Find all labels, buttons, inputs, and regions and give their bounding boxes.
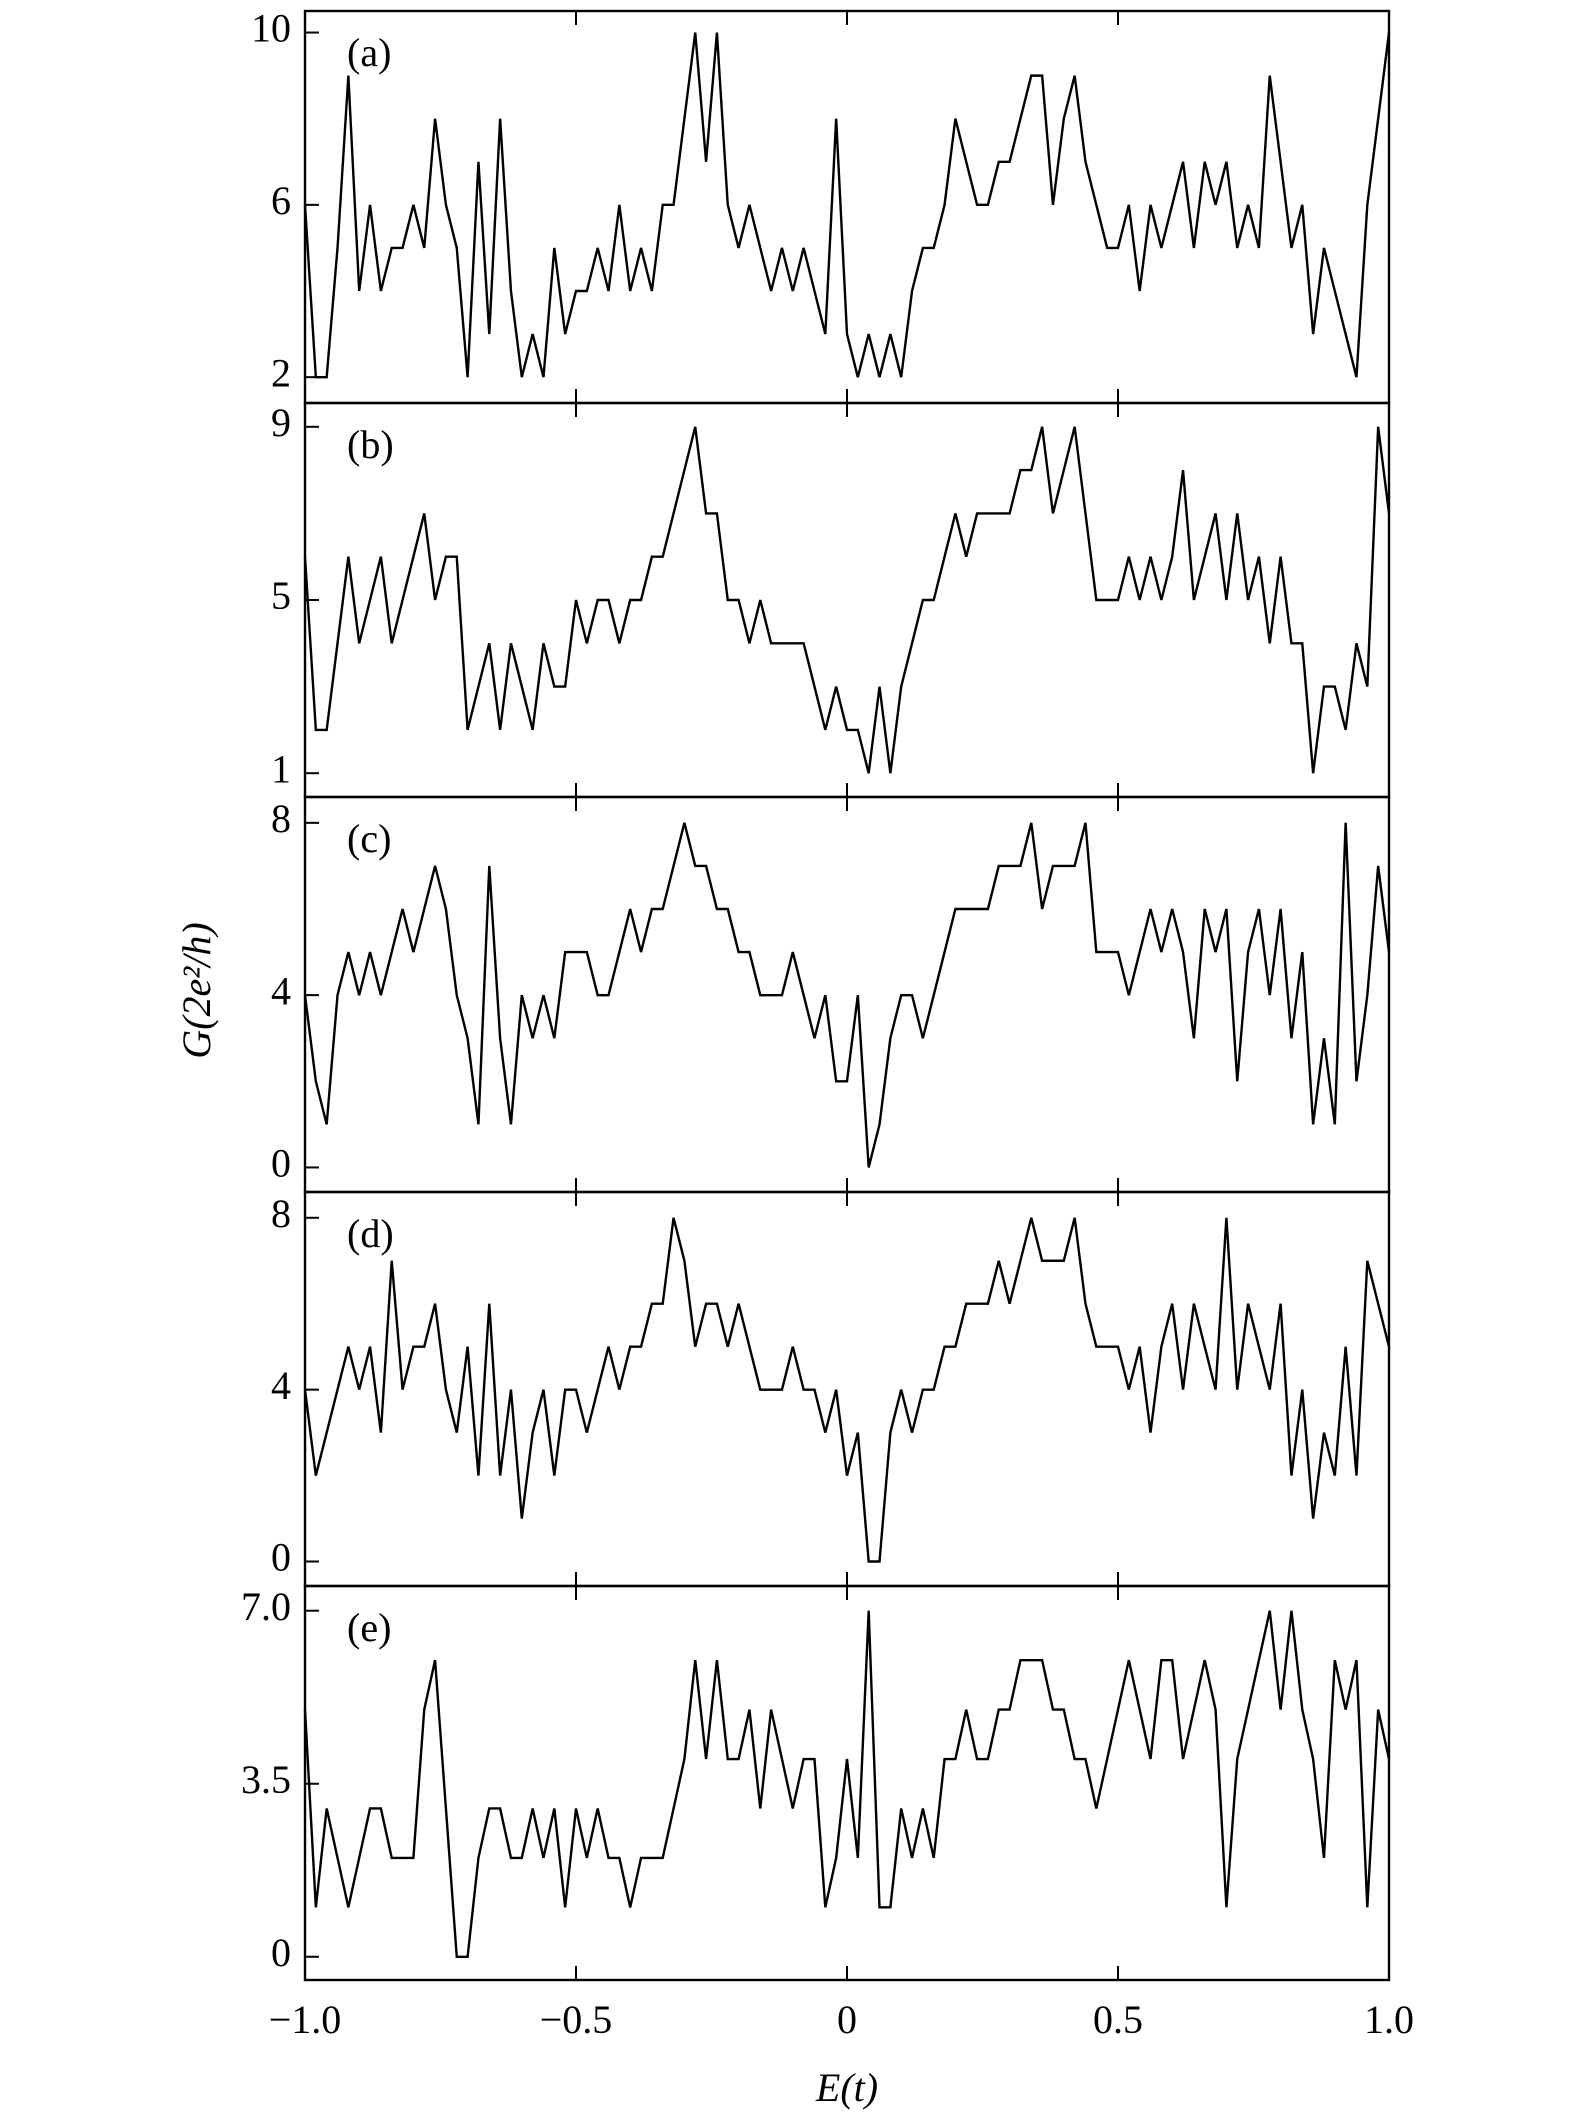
- data-line: [303, 1610, 1391, 1958]
- x-tick-label: −0.5: [540, 1997, 613, 2042]
- y-tick-label: 3.5: [241, 1757, 291, 1802]
- y-tick-label: 4: [271, 1363, 291, 1408]
- y-tick-label: 2: [271, 350, 291, 395]
- y-axis-label: G(2e²/h): [174, 922, 219, 1058]
- panel-frame: [303, 1190, 1391, 1588]
- panel-label: (c): [347, 816, 391, 861]
- x-tick-label: 0.5: [1093, 1997, 1143, 2042]
- data-line: [303, 1217, 1391, 1563]
- panel-frame: [303, 1584, 1391, 1982]
- x-axis-label: E(t): [815, 2065, 878, 2110]
- panel-label: (e): [347, 1605, 391, 1650]
- panel-frame: [303, 9, 1391, 405]
- panel-label: (b): [347, 422, 394, 467]
- y-tick-label: 4: [271, 968, 291, 1013]
- x-tick-label: 1.0: [1364, 1997, 1414, 2042]
- data-line: [303, 822, 1391, 1168]
- panel-label: (a): [347, 30, 391, 75]
- y-tick-label: 7.0: [241, 1584, 291, 1629]
- y-tick-label: 0: [271, 1141, 291, 1186]
- y-tick-label: 6: [271, 178, 291, 223]
- y-tick-label: 0: [271, 1930, 291, 1975]
- panel-label: (d): [347, 1211, 394, 1256]
- x-tick-label: −1.0: [269, 1997, 342, 2042]
- panel-frame: [303, 795, 1391, 1194]
- data-line: [303, 426, 1391, 774]
- data-line: [303, 32, 1391, 379]
- y-tick-label: 10: [251, 6, 291, 51]
- y-tick-label: 8: [271, 796, 291, 841]
- y-tick-label: 0: [271, 1535, 291, 1580]
- y-tick-label: 1: [271, 746, 291, 791]
- x-tick-label: 0: [837, 1997, 857, 2042]
- y-tick-label: 8: [271, 1191, 291, 1236]
- y-tick-label: 5: [271, 573, 291, 618]
- y-tick-label: 9: [271, 400, 291, 445]
